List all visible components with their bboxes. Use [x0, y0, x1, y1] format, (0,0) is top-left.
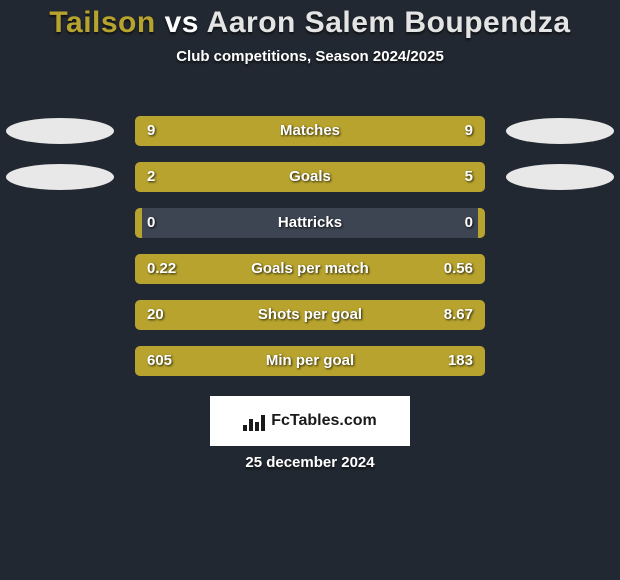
stats-block: 99Matches 25Goals 00Hattricks 0.220.56Goals… — [0, 116, 620, 392]
player2-badge — [506, 164, 614, 190]
stat-label: Min per goal — [135, 346, 485, 376]
logo-bars-icon — [243, 411, 265, 431]
stat-row: 99Matches — [0, 116, 620, 146]
page-title: Tailson vs Aaron Salem Boupendza — [0, 0, 620, 40]
date-text: 25 december 2024 — [0, 454, 620, 471]
comparison-infographic: Tailson vs Aaron Salem Boupendza Club co… — [0, 0, 620, 580]
player1-name: Tailson — [49, 6, 155, 39]
stat-label: Goals — [135, 162, 485, 192]
player1-badge — [6, 164, 114, 190]
player1-badge — [6, 118, 114, 144]
stat-row: 00Hattricks — [0, 208, 620, 238]
stat-bar: 00Hattricks — [135, 208, 485, 238]
player2-name: Aaron Salem Boupendza — [207, 6, 571, 39]
title-vs: vs — [165, 6, 199, 39]
stat-bar: 605183Min per goal — [135, 346, 485, 376]
stat-bar: 25Goals — [135, 162, 485, 192]
stat-row: 208.67Shots per goal — [0, 300, 620, 330]
logo-text: FcTables.com — [271, 412, 377, 430]
logo-box: FcTables.com — [210, 396, 410, 446]
stat-row: 605183Min per goal — [0, 346, 620, 376]
stat-label: Shots per goal — [135, 300, 485, 330]
player2-badge — [506, 118, 614, 144]
stat-row: 25Goals — [0, 162, 620, 192]
stat-label: Hattricks — [135, 208, 485, 238]
stat-label: Goals per match — [135, 254, 485, 284]
stat-bar: 0.220.56Goals per match — [135, 254, 485, 284]
stat-row: 0.220.56Goals per match — [0, 254, 620, 284]
stat-bar: 208.67Shots per goal — [135, 300, 485, 330]
stat-bar: 99Matches — [135, 116, 485, 146]
subtitle: Club competitions, Season 2024/2025 — [0, 48, 620, 65]
stat-label: Matches — [135, 116, 485, 146]
